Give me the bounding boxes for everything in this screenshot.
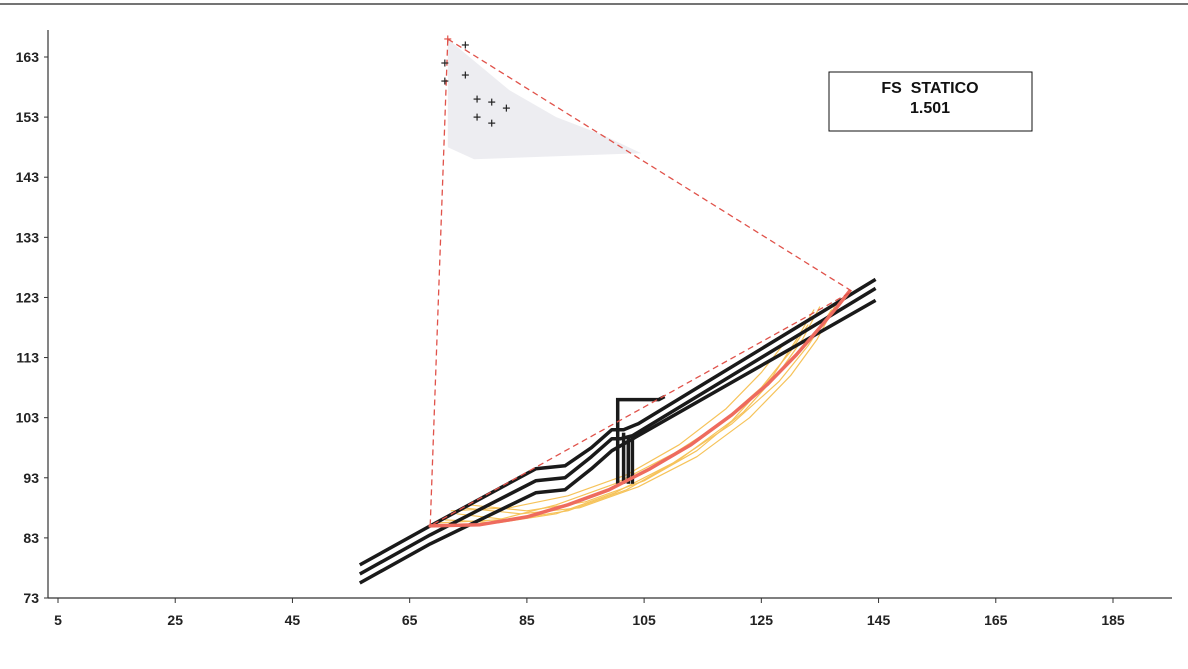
x-axis-ticks: 5 25 45 65 85 105 125 145 165 185: [54, 598, 1125, 628]
x-tick-label: 185: [1101, 612, 1125, 628]
y-tick-label: 123: [16, 289, 40, 305]
fs-value: 1.501: [910, 100, 950, 117]
x-tick-label: 85: [519, 612, 535, 628]
critical-slip-surface: [428, 289, 852, 528]
trial-slip-surface: [450, 342, 786, 512]
fs-box-frame: [828, 71, 1033, 132]
y-tick-label: 73: [23, 590, 39, 606]
trial-slip-surface: [468, 306, 821, 512]
y-tick-label: 143: [16, 169, 40, 185]
ground-profile-line: [358, 298, 877, 585]
center-point-marker: [502, 104, 510, 112]
x-tick-label: 105: [632, 612, 656, 628]
x-tick-label: 125: [750, 612, 774, 628]
center-point-marker: [461, 41, 469, 49]
x-tick-label: 25: [167, 612, 183, 628]
fs-label: FS STATICO: [881, 80, 978, 97]
y-tick-label: 113: [16, 350, 39, 366]
y-tick-label: 133: [16, 229, 40, 245]
center-triangle: [429, 37, 854, 528]
y-tick-label: 103: [16, 410, 40, 426]
y-tick-label: 93: [23, 470, 39, 486]
center-point-marker: [488, 98, 496, 106]
center-point-marker: [441, 59, 449, 67]
center-point-marker: [473, 113, 481, 121]
x-tick-label: 45: [285, 612, 301, 628]
retaining-wall-segment: [615, 395, 666, 484]
fs-result-box: FS STATICO 1.501: [828, 71, 1033, 132]
center-point-marker: [444, 35, 452, 43]
center-point-marker: [473, 95, 481, 103]
y-tick-label: 153: [16, 109, 40, 125]
y-axis-ticks: 73 83 93 103 113 123 133 143 153 163: [16, 49, 48, 606]
center-point-marker: [461, 71, 469, 79]
x-tick-label: 65: [402, 612, 418, 628]
x-tick-label: 145: [867, 612, 891, 628]
x-tick-label: 5: [54, 612, 62, 628]
center-point-marker: [441, 77, 449, 85]
y-tick-label: 83: [23, 530, 39, 546]
ground-profile-line: [358, 277, 877, 567]
x-tick-label: 165: [984, 612, 1008, 628]
center-search-cloud: [447, 39, 642, 160]
plot-area: [358, 35, 877, 585]
y-tick-label: 163: [16, 49, 40, 65]
center-point-marker: [488, 119, 496, 127]
axes: 73 83 93 103 113 123 133 143 153 163 5 25 45 65 85 105…: [16, 30, 1172, 628]
